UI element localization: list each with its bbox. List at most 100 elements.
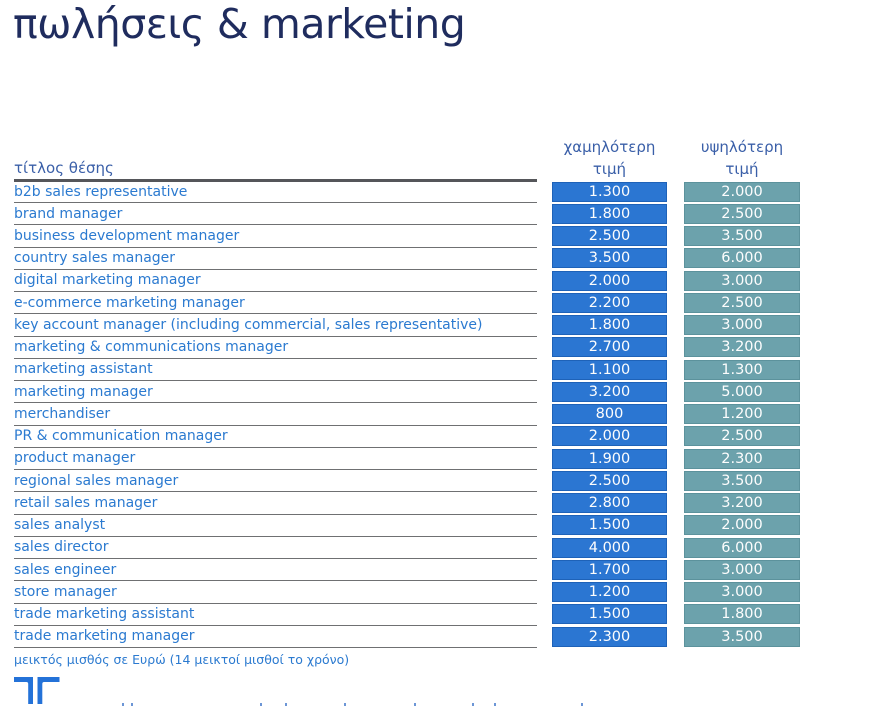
table-row: sales director xyxy=(14,537,537,560)
job-title: business development manager xyxy=(14,227,240,244)
job-title: trade marketing manager xyxy=(14,628,195,645)
table-row: marketing & communications manager xyxy=(14,337,537,359)
highest-value-cell: 6.000 xyxy=(684,537,800,558)
job-title: key account manager (including commercia… xyxy=(14,316,483,333)
column-header-job-title: τίτλος θέσης xyxy=(14,159,114,177)
job-title: PR & communication manager xyxy=(14,428,228,445)
highest-value-cell: 3.500 xyxy=(684,626,800,647)
highest-value-cell: 2.000 xyxy=(684,515,800,536)
page-title: πωλήσεις & marketing xyxy=(13,0,466,48)
lowest-value-cell: 1.800 xyxy=(552,315,667,336)
column-header-lowest-line1: χαμηλότερη xyxy=(563,138,656,156)
column-header-highest-line1: υψηλότερη xyxy=(700,138,784,156)
cropped-text-mark xyxy=(260,703,262,706)
job-title: marketing assistant xyxy=(14,361,153,378)
footnote-gross-salary: μεικτός μισθός σε Ευρώ (14 μεικτοί μισθο… xyxy=(14,652,350,667)
highest-value-cell: 1.800 xyxy=(684,604,800,625)
table-row: store manager xyxy=(14,581,537,604)
highest-value-cell: 1.200 xyxy=(684,404,800,425)
lowest-value-cell: 1.900 xyxy=(552,448,667,469)
highest-value-cell: 2.300 xyxy=(684,448,800,469)
job-title: store manager xyxy=(14,583,117,600)
lowest-value-cell: 2.300 xyxy=(552,626,667,647)
lowest-value-cell: 2.700 xyxy=(552,337,667,358)
cropped-text-mark xyxy=(285,703,287,706)
table-row: PR & communication manager xyxy=(14,426,537,448)
lowest-value-cell: 1.800 xyxy=(552,203,667,224)
highest-value-cell: 3.500 xyxy=(684,226,800,247)
column-header-highest-line2: τιμή xyxy=(725,160,759,178)
highest-value-cell: 5.000 xyxy=(684,381,800,402)
lowest-value-cell: 2.000 xyxy=(552,270,667,291)
job-title: marketing manager xyxy=(14,383,153,400)
column-header-lowest-value: χαμηλότερη τιμή xyxy=(552,136,667,180)
table-row: marketing manager xyxy=(14,381,537,404)
job-title: marketing & communications manager xyxy=(14,339,289,356)
lowest-value-cell: 2.500 xyxy=(552,470,667,491)
job-title: country sales manager xyxy=(14,250,176,267)
table-row: merchandiser xyxy=(14,403,537,426)
table-row: e-commerce marketing manager xyxy=(14,292,537,315)
cropped-text-mark xyxy=(472,703,474,706)
highest-value-cell: 3.500 xyxy=(684,470,800,491)
lowest-value-cell: 1.200 xyxy=(552,582,667,603)
highest-value-cell: 3.200 xyxy=(684,493,800,514)
job-title: sales engineer xyxy=(14,561,117,578)
table-row: key account manager (including commercia… xyxy=(14,314,537,337)
table-row: product manager xyxy=(14,448,537,471)
table-row: b2b sales representative xyxy=(14,181,537,204)
job-title: brand manager xyxy=(14,205,123,222)
highest-value-cell: 2.500 xyxy=(684,292,800,313)
table-row: sales analyst xyxy=(14,515,537,537)
job-title: sales director xyxy=(14,539,109,556)
highest-value-cell: 3.200 xyxy=(684,337,800,358)
table-row: trade marketing assistant xyxy=(14,604,537,626)
job-title: regional sales manager xyxy=(14,472,179,489)
table-row: digital marketing manager xyxy=(14,270,537,293)
table-row: business development manager xyxy=(14,225,537,248)
table-header-rule xyxy=(14,179,537,182)
lowest-value-cell: 2.800 xyxy=(552,493,667,514)
table-row: trade marketing manager xyxy=(14,626,537,649)
lowest-value-cell: 2.500 xyxy=(552,226,667,247)
highest-value-cell: 2.500 xyxy=(684,426,800,447)
cropped-text-mark xyxy=(414,703,416,706)
job-title: product manager xyxy=(14,450,136,467)
highest-value-cell: 3.000 xyxy=(684,270,800,291)
column-header-lowest-line2: τιμή xyxy=(592,160,627,178)
highest-value-cell: 2.500 xyxy=(684,203,800,224)
lowest-value-cell: 1.300 xyxy=(552,181,667,202)
highest-value-cell: 6.000 xyxy=(684,248,800,269)
lowest-value-cell: 3.500 xyxy=(552,248,667,269)
highest-value-cell: 1.300 xyxy=(684,359,800,380)
job-title: trade marketing assistant xyxy=(14,606,195,623)
cropped-text-mark xyxy=(581,703,583,706)
lowest-value-cell: 1.700 xyxy=(552,559,667,580)
table-row: marketing assistant xyxy=(14,359,537,382)
cropped-text-mark xyxy=(131,703,133,706)
job-title: b2b sales representative xyxy=(14,183,188,200)
lowest-value-cell: 2.200 xyxy=(552,292,667,313)
lowest-value-cell: 1.100 xyxy=(552,359,667,380)
table-row: country sales manager xyxy=(14,248,537,270)
job-title: digital marketing manager xyxy=(14,272,201,289)
highest-value-cell: 3.000 xyxy=(684,582,800,603)
highest-value-cell: 2.000 xyxy=(684,181,800,202)
cropped-text-mark xyxy=(494,703,496,706)
lowest-value-cell: 3.200 xyxy=(552,381,667,402)
highest-value-cell: 3.000 xyxy=(684,559,800,580)
table-row: brand manager xyxy=(14,203,537,226)
job-title: merchandiser xyxy=(14,405,111,422)
cropped-text-mark xyxy=(344,703,346,706)
job-title: retail sales manager xyxy=(14,494,158,511)
table-row: sales engineer xyxy=(14,559,537,582)
lowest-value-cell: 1.500 xyxy=(552,604,667,625)
highest-value-cell: 3.000 xyxy=(684,315,800,336)
job-title: e-commerce marketing manager xyxy=(14,294,245,311)
lowest-value-cell: 1.500 xyxy=(552,515,667,536)
lowest-value-cell: 800 xyxy=(552,404,667,425)
table-row: retail sales manager xyxy=(14,492,537,515)
lowest-value-cell: 2.000 xyxy=(552,426,667,447)
randstad-logo-icon xyxy=(14,677,60,704)
